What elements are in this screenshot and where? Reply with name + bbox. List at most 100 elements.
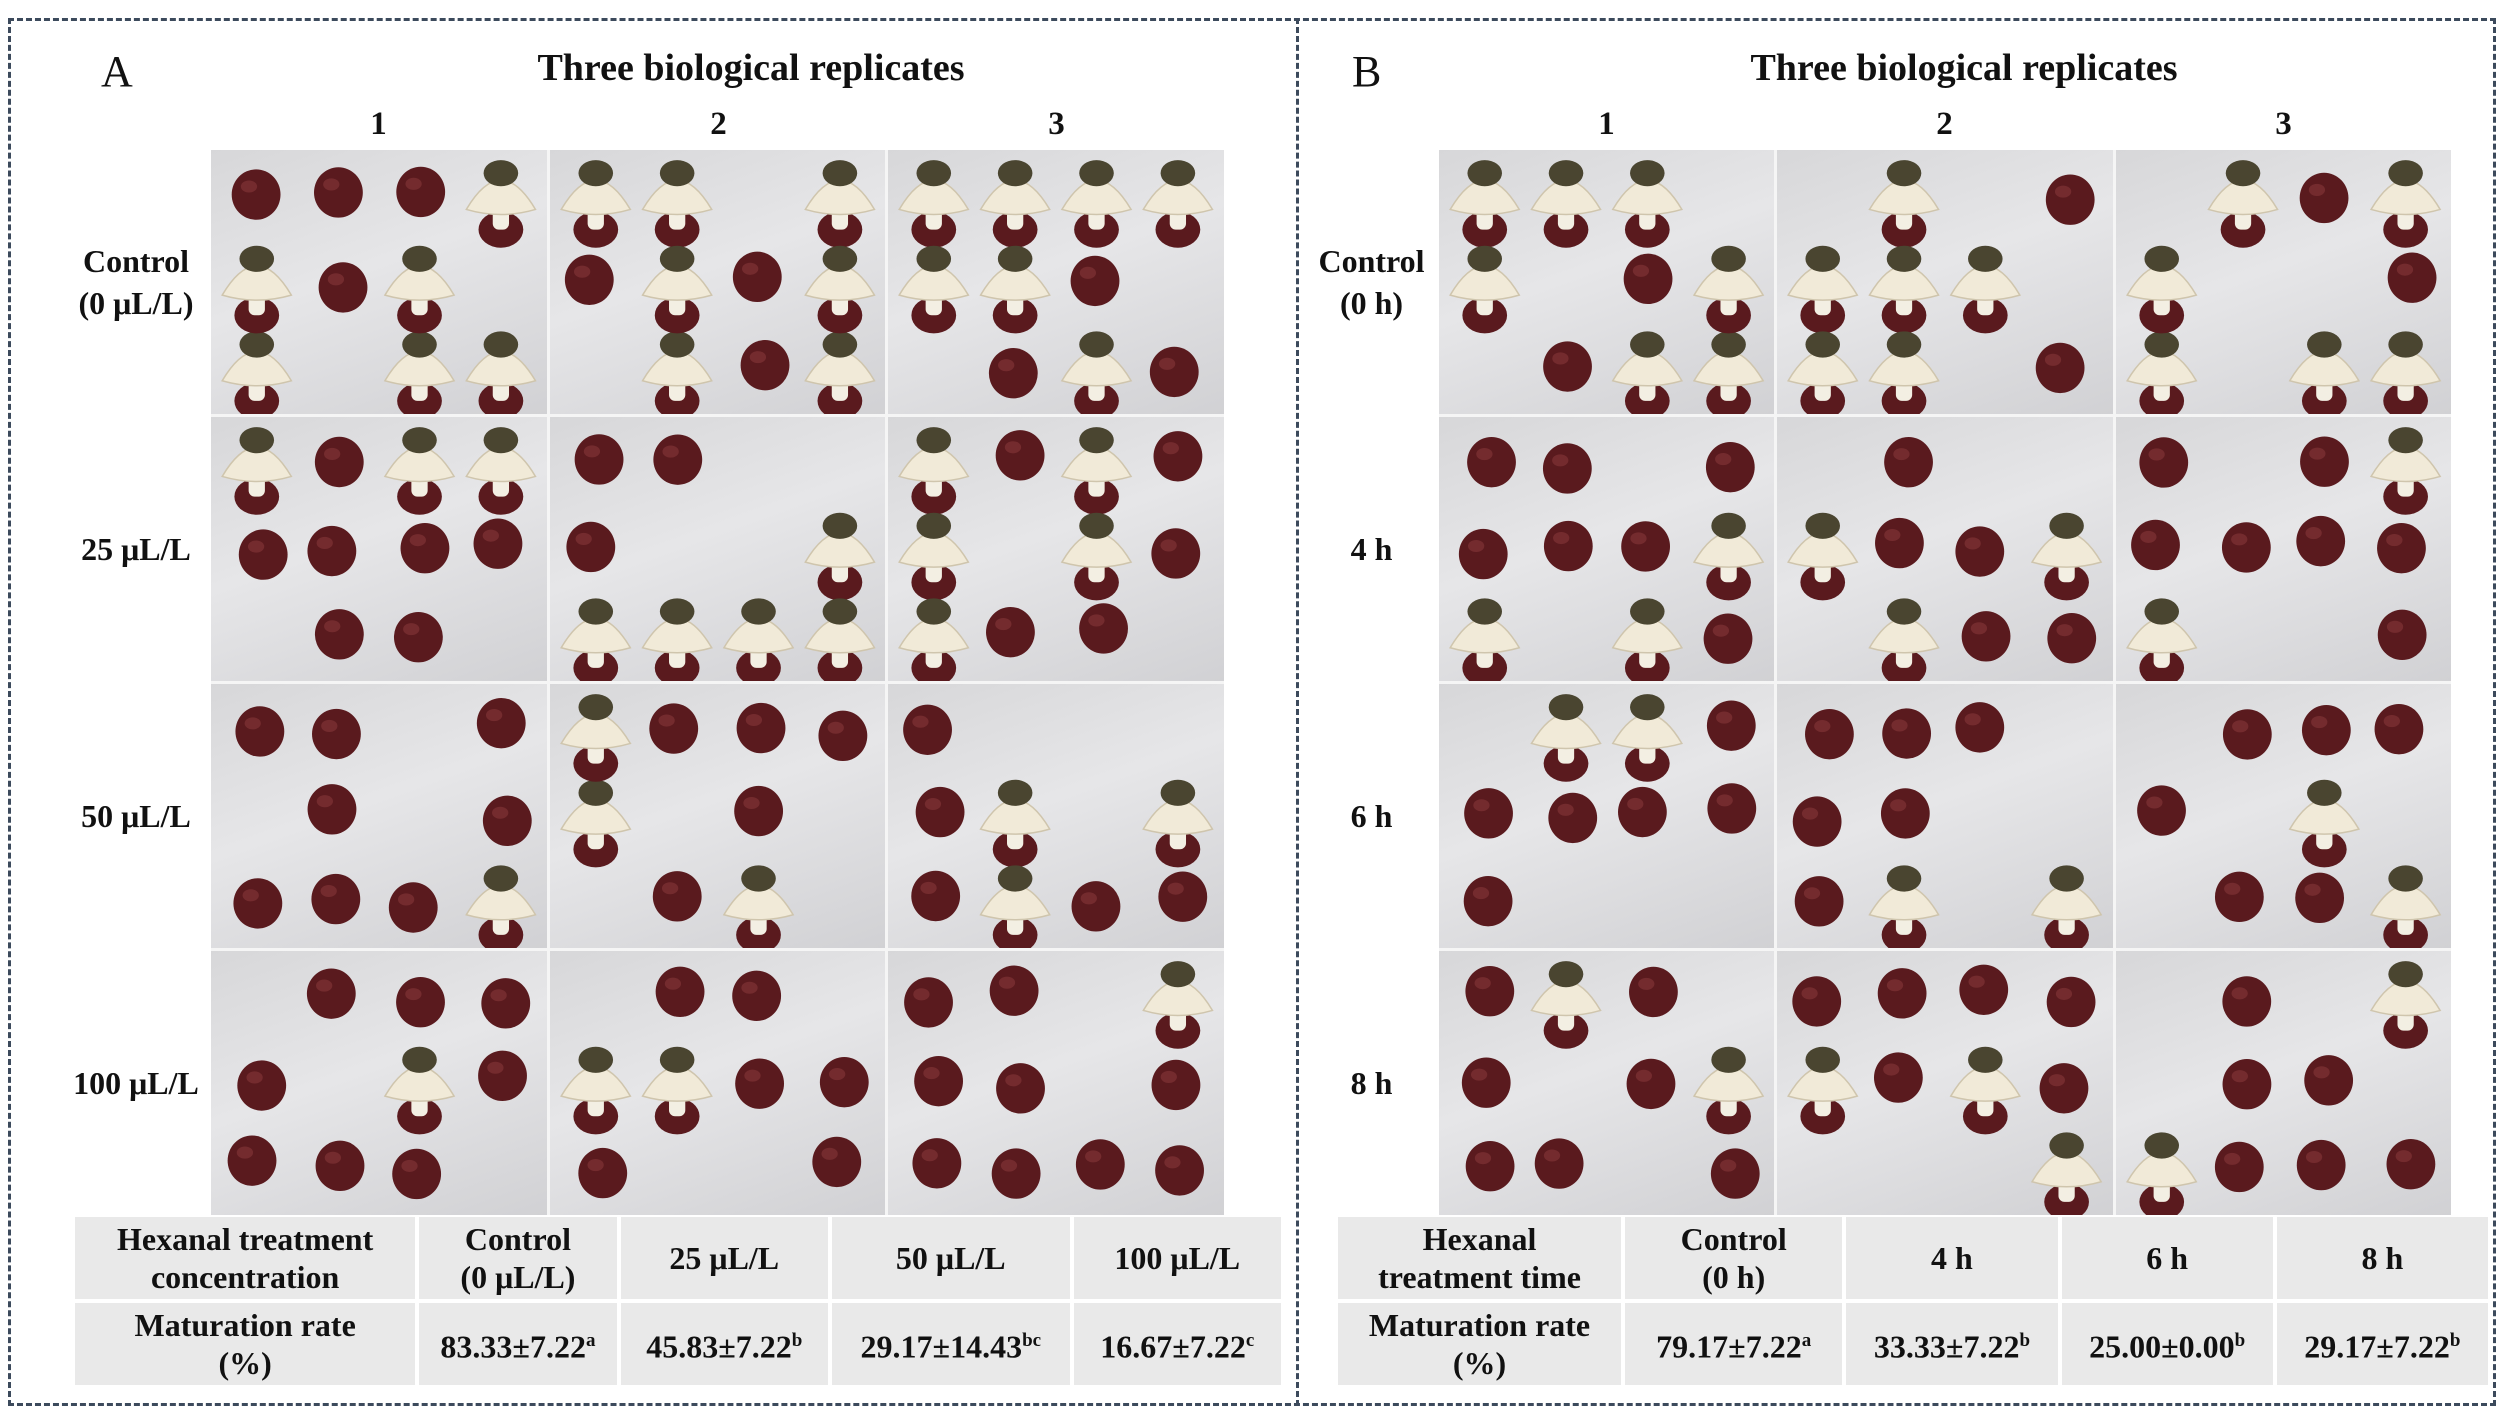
egg-icon	[1542, 443, 1592, 494]
egg-icon	[2039, 1063, 2089, 1114]
mushroom-icon	[803, 598, 876, 681]
egg-icon	[1710, 1148, 1760, 1199]
mushroom-icon	[221, 245, 293, 334]
mushroom-icon	[2125, 1132, 2198, 1215]
egg-icon	[238, 529, 288, 580]
egg-icon	[396, 166, 446, 218]
mushroom-icon	[383, 1046, 456, 1135]
panel-a-row-label-100: 100 μL/L	[73, 1065, 199, 1101]
egg-icon	[1467, 436, 1516, 488]
egg-icon	[2036, 342, 2085, 394]
mushroom-icon	[465, 427, 537, 515]
panel-b-row-label-control: Control (0 h)	[1318, 243, 1425, 321]
mushroom-icon	[1868, 865, 1941, 948]
dashed-frame	[8, 18, 2496, 1406]
egg-icon	[819, 1056, 869, 1108]
egg-icon	[2376, 522, 2426, 574]
egg-icon	[1793, 796, 1842, 847]
egg-icon	[1465, 1141, 1515, 1192]
mushroom-icon	[803, 331, 876, 414]
egg-icon	[1703, 613, 1753, 664]
egg-icon	[734, 1058, 784, 1109]
panel-b-table-header-label: Hexanal treatment time	[1338, 1217, 1621, 1299]
egg-icon	[1955, 526, 2005, 577]
egg-icon	[400, 523, 450, 574]
mushroom-icon	[979, 779, 1052, 868]
panel-b-replicate-1: 1	[1598, 106, 1615, 142]
mushroom-icon	[1611, 331, 1684, 414]
egg-icon	[1626, 1058, 1676, 1110]
panel-a-photo-grid	[211, 150, 1224, 1215]
mushroom-icon	[2369, 427, 2441, 515]
panel-b-table: Hexanal treatment time Control (0 h) 4 h 6…	[1334, 1213, 2492, 1389]
panel-a-photo-r1-c1	[211, 150, 547, 414]
egg-icon	[1882, 708, 1932, 759]
egg-icon	[2221, 522, 2271, 573]
egg-icon	[396, 976, 445, 1028]
egg-icon	[2377, 609, 2427, 661]
egg-icon	[1543, 520, 1593, 572]
mushroom-icon	[1868, 598, 1941, 681]
egg-icon	[1153, 431, 1203, 482]
mushroom-icon	[1530, 961, 1602, 1049]
egg-icon	[2386, 1138, 2435, 1190]
mushroom-icon	[1530, 160, 1602, 248]
egg-icon	[235, 706, 285, 757]
egg-icon	[307, 784, 357, 835]
mushroom-icon	[979, 865, 1052, 948]
egg-icon	[2047, 976, 2096, 1028]
panel-b-table-header-8h: 8 h	[2276, 1217, 2488, 1299]
egg-icon	[1881, 788, 1931, 839]
egg-icon	[1629, 966, 1678, 1018]
mushroom-icon	[641, 160, 713, 248]
mushroom-icon	[722, 598, 794, 681]
egg-icon	[912, 1138, 962, 1189]
egg-icon	[473, 518, 523, 569]
egg-icon	[648, 703, 698, 754]
egg-icon	[1150, 346, 1199, 398]
panel-a: A Three biological replicates 1 2 3 Cont…	[11, 18, 1296, 1406]
egg-icon	[311, 873, 361, 925]
mushroom-icon	[1787, 245, 1859, 334]
egg-icon	[1621, 521, 1671, 572]
egg-icon	[2046, 174, 2095, 225]
mushroom-icon	[1949, 245, 2022, 334]
egg-icon	[1464, 788, 1513, 839]
egg-icon	[1151, 528, 1201, 579]
mushroom-icon	[383, 245, 456, 334]
panel-a-rate-control: 83.33±7.22a	[419, 1303, 617, 1385]
egg-icon	[307, 525, 357, 577]
mushroom-icon	[1868, 160, 1941, 248]
egg-icon	[911, 870, 961, 922]
panel-b-row-label-8h: 8 h	[1350, 1065, 1393, 1101]
panel-b-photo-r4-c1	[1439, 951, 1775, 1215]
egg-icon	[1543, 341, 1592, 392]
panel-a-photo-r3-c2	[549, 684, 886, 948]
panel-b-table-header-4h: 4 h	[1846, 1217, 2058, 1299]
egg-icon	[1707, 783, 1757, 834]
panel-a-row-label-50: 50 μL/L	[81, 798, 191, 834]
mushroom-icon	[559, 779, 632, 868]
egg-icon	[1959, 964, 2009, 1015]
panel-b-photo-r3-c3	[2115, 684, 2451, 948]
panel-b-photo-r4-c2	[1777, 951, 2113, 1215]
egg-icon	[733, 785, 783, 837]
mushroom-icon	[465, 160, 537, 248]
egg-icon	[1875, 517, 1925, 569]
egg-icon	[315, 1140, 365, 1192]
panel-b-rate-8h: 29.17±7.22b	[2276, 1303, 2488, 1385]
egg-icon	[2299, 436, 2349, 487]
mushroom-icon	[2288, 331, 2360, 414]
egg-icon	[731, 970, 781, 1022]
egg-icon	[2294, 872, 2344, 924]
egg-icon	[915, 786, 965, 838]
panel-a-table-header-50: 50 μL/L	[831, 1217, 1070, 1299]
egg-icon	[1155, 1145, 1205, 1196]
mushroom-icon	[2288, 779, 2360, 868]
mushroom-icon	[2369, 331, 2441, 414]
mushroom-icon	[1530, 694, 1602, 782]
mushroom-icon	[803, 160, 876, 248]
egg-icon	[996, 1063, 1046, 1114]
panel-b-photo-r2-c1	[1439, 417, 1775, 681]
panel-a-replicate-2: 2	[710, 106, 727, 142]
